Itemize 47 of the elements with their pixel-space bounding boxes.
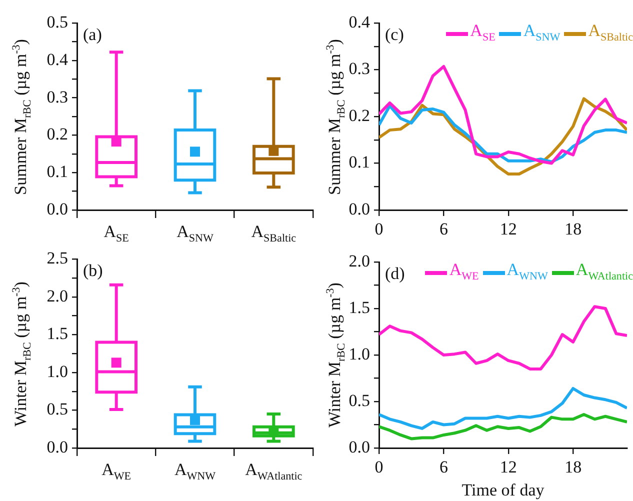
annotation: (a) xyxy=(83,24,102,44)
annotation: (c) xyxy=(385,24,404,44)
x-tick-label: 12 xyxy=(500,458,517,477)
x-tick-label: 0 xyxy=(374,220,384,239)
legend-label: A$_{WNW}$ xyxy=(506,260,548,282)
annotation: (d) xyxy=(385,264,405,283)
x-tick-label: 0 xyxy=(374,458,384,477)
legend-label: A$_{SNW}$ xyxy=(523,21,560,44)
y-tick-label: 2.5 xyxy=(46,248,68,268)
x-tick-label: A$_{WE}$ xyxy=(102,460,132,482)
y-tick-label: 0.0 xyxy=(348,437,370,456)
x-tick-label: A$_{SNW}$ xyxy=(176,222,214,244)
x-tick-label: A$_{WNW}$ xyxy=(174,460,216,482)
legend-label: A$_{SE}$ xyxy=(470,21,496,44)
y-tick-label: 0.2 xyxy=(348,106,370,125)
x-tick-label: 12 xyxy=(500,220,517,239)
y-tick-label: 0.1 xyxy=(46,162,68,182)
annotation: (b) xyxy=(83,261,103,280)
legend-label: A$_{WE}$ xyxy=(449,260,479,282)
y-tick-label: 0.4 xyxy=(348,12,370,32)
y-tick-label: 1.5 xyxy=(348,298,370,317)
y-tick-label: 0.3 xyxy=(46,87,68,106)
x-tick-label: 6 xyxy=(439,220,448,239)
x-axis-title: Time of day xyxy=(462,480,545,500)
y-tick-label: 1.0 xyxy=(46,362,68,381)
x-tick-label: 18 xyxy=(564,458,582,477)
legend-label: A$_{WAtlantic}$ xyxy=(576,260,633,282)
x-tick-label: A$_{WAtlantic}$ xyxy=(245,460,302,482)
y-tick-label: 1.5 xyxy=(46,324,68,344)
y-tick-label: 0.3 xyxy=(348,59,370,78)
y-tick-label: 2.0 xyxy=(348,251,370,270)
y-tick-label: 0.0 xyxy=(46,199,68,218)
y-tick-label: 0.5 xyxy=(46,12,68,32)
x-tick-label: 18 xyxy=(564,220,582,239)
x-tick-label: A$_{SE}$ xyxy=(104,222,129,244)
x-tick-label: A$_{SBaltic}$ xyxy=(251,222,296,244)
y-tick-label: 0.0 xyxy=(348,199,370,218)
y-tick-label: 2.0 xyxy=(46,286,68,306)
y-tick-label: 0.0 xyxy=(46,437,68,456)
y-tick-label: 0.4 xyxy=(46,50,68,69)
y-tick-label: 0.1 xyxy=(348,152,370,172)
y-tick-label: 0.2 xyxy=(46,124,68,144)
legend-label: A$_{SBaltic}$ xyxy=(588,21,633,44)
y-tick-label: 0.5 xyxy=(46,400,68,419)
x-tick-label: 6 xyxy=(439,458,448,477)
y-tick-label: 0.5 xyxy=(348,390,370,410)
y-tick-label: 1.0 xyxy=(348,344,370,364)
